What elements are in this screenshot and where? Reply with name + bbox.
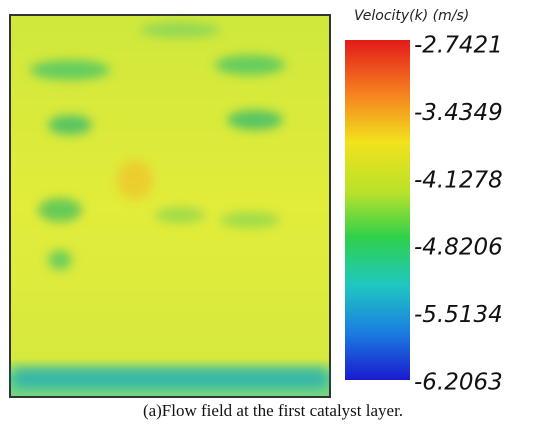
colorbar-tick-label: -4.1278: [414, 167, 503, 193]
colorbar-tick-label: -5.5134: [414, 302, 503, 328]
colorbar-tick-label: -2.7421: [414, 33, 503, 59]
colorbar-tick-label: -4.8206: [414, 235, 503, 261]
colorbar: [345, 40, 410, 380]
caption: (a)Flow field at the first catalyst laye…: [143, 401, 403, 420]
colorbar-title: Velocity(k) (m/s): [354, 8, 469, 24]
flow-field: [9, 14, 331, 398]
colorbar-tick-label: -6.2063: [414, 370, 503, 396]
colorbar-tick-label: -3.4349: [414, 100, 503, 126]
